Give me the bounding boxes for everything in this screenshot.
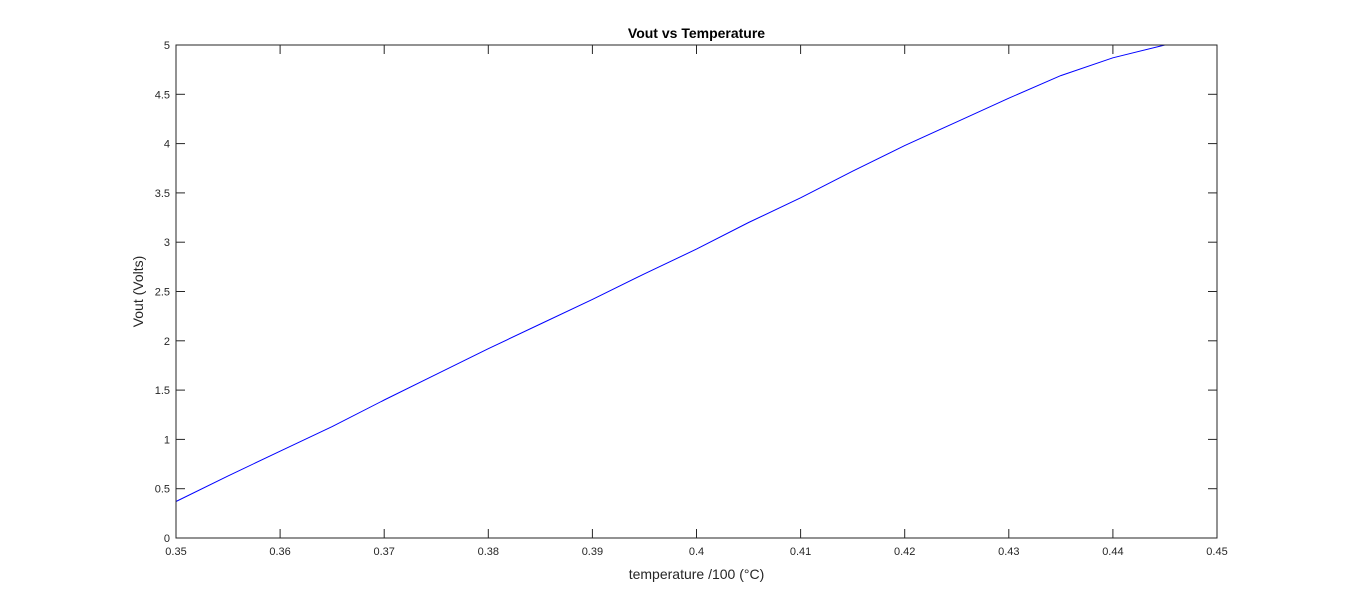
- x-tick-label: 0.44: [1102, 546, 1123, 558]
- y-tick-label: 3: [164, 237, 170, 249]
- y-tick-label: 2: [164, 336, 170, 348]
- tick-labels-layer: 0.35 0.36 0.37 0.38 0.39 0.4 0.41 0.42 0.43 0.44 0…: [155, 40, 1228, 558]
- plot-area-background: [176, 45, 1217, 538]
- y-tick-label: 5: [164, 40, 170, 52]
- x-tick-label: 0.4: [689, 546, 704, 558]
- x-tick-label: 0.42: [894, 546, 915, 558]
- series-line: [175, 44, 1166, 502]
- chart-title: Vout vs Temperature: [628, 25, 765, 41]
- x-axis-label: temperature /100 (°C): [629, 566, 765, 582]
- y-tick-label: 3.5: [155, 188, 170, 200]
- y-tick-label: 1: [164, 434, 170, 446]
- x-tick-label: 0.39: [582, 546, 603, 558]
- y-tick-label: 0.5: [155, 484, 170, 496]
- x-tick-label: 0.41: [790, 546, 811, 558]
- x-tick-label: 0.38: [478, 546, 499, 558]
- y-axis-label: Vout (Volts): [130, 256, 146, 328]
- x-tick-label: 0.43: [998, 546, 1019, 558]
- plot-area-frame: [175, 44, 1218, 539]
- x-tick-label: 0.36: [269, 546, 290, 558]
- y-tick-label: 4: [164, 139, 170, 151]
- x-tick-label: 0.45: [1206, 546, 1227, 558]
- y-tick-label: 0: [164, 533, 170, 545]
- y-tick-label: 2.5: [155, 287, 170, 299]
- x-tick-label: 0.37: [373, 546, 394, 558]
- y-tick-label: 4.5: [155, 89, 170, 101]
- x-tick-label: 0.35: [165, 546, 186, 558]
- y-tick-label: 1.5: [155, 385, 170, 397]
- series-layer: [175, 44, 1166, 502]
